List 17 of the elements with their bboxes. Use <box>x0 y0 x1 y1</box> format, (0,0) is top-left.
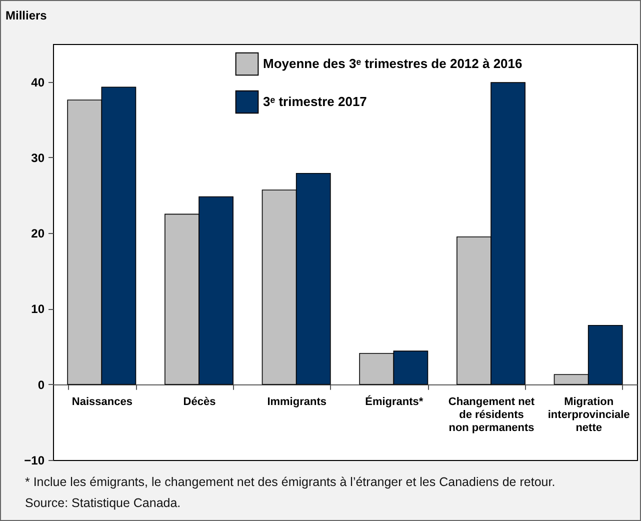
y-tick-label: 40 <box>31 75 45 90</box>
y-tick-label: 0 <box>38 378 45 392</box>
y-tick-label: 10 <box>31 302 45 316</box>
source-note: Source: Statistique Canada. <box>25 495 182 512</box>
x-tick-label: Émigrants* <box>365 394 424 408</box>
x-tick-label: Naissances <box>72 396 132 408</box>
y-tick-label: 30 <box>31 150 45 165</box>
text: * Inclue les émigrants, le changement net des émigrants à l’étranger et les Canadiens de retour. <box>25 474 556 491</box>
legend-label: Moyenne des 3ᵉ trimestres de 2012 à 2016 <box>263 56 522 71</box>
y-tick-label: −10 <box>24 454 45 468</box>
x-tick-label: Changement net de résidents non permanents <box>448 396 535 434</box>
y-axis-title: Milliers <box>6 8 48 22</box>
y-tick-label: 20 <box>31 226 45 241</box>
x-tick-label: Décès <box>183 396 216 408</box>
x-tick-label: Immigrants <box>267 396 326 408</box>
x-tick-label: Migration interprovinciale nette <box>548 396 630 434</box>
legend-label: 3ᵉ trimestre 2017 <box>263 94 367 109</box>
